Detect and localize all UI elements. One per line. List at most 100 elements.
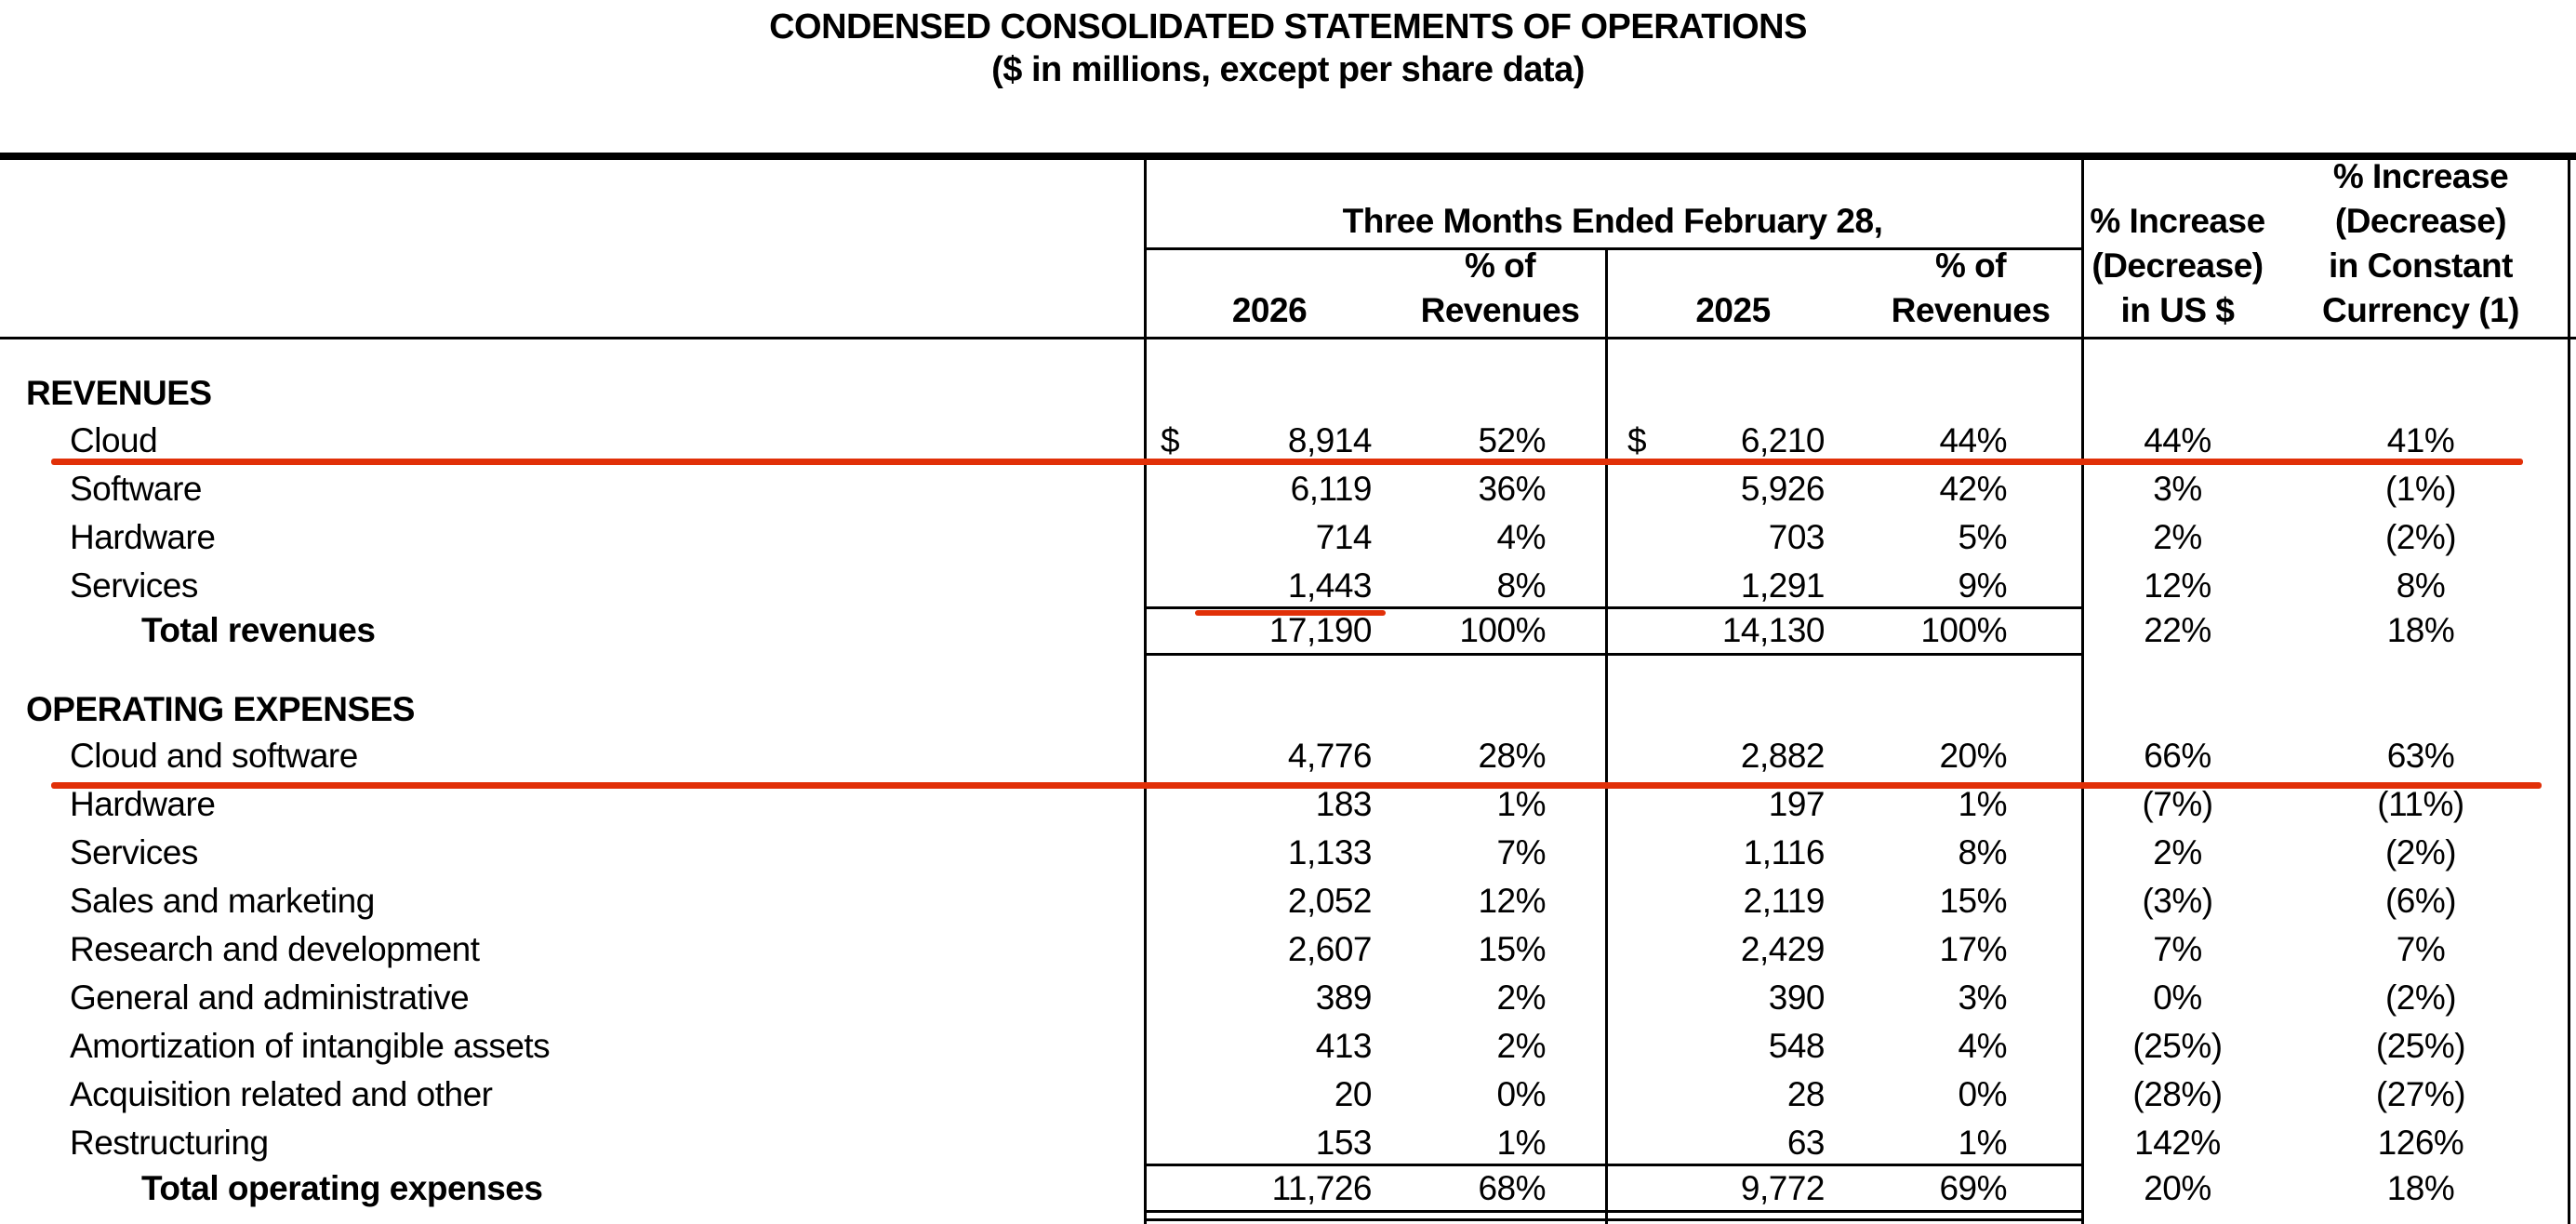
pct-revenues-2025: 4% xyxy=(1958,1027,2008,1065)
pct-increase-cc: (6%) xyxy=(2384,882,2457,920)
table-row-total-revenues: Total revenues 17,190 100% 14,130 100% 2… xyxy=(0,606,2576,655)
pct-increase-usd: (25%) xyxy=(2132,1027,2223,1065)
value-2026: 413 xyxy=(1315,1027,1373,1065)
pct-revenues-2026: 52% xyxy=(1478,421,1546,459)
pct-revenues-2025: 0% xyxy=(1958,1075,2008,1113)
pct-revenues-2025: 69% xyxy=(1939,1169,2007,1207)
table-right-border xyxy=(2568,153,2570,1224)
table-row-hardware-expense: Hardware 183 1% 197 1% (7%) (11%) xyxy=(0,780,2576,829)
value-2025: 2,429 xyxy=(1740,930,1826,968)
row-label: Hardware xyxy=(70,518,216,556)
value-2026: 17,190 xyxy=(1268,611,1373,649)
value-2026: 2,052 xyxy=(1287,882,1373,920)
value-2026: 20 xyxy=(1334,1075,1373,1113)
value-2026: 11,726 xyxy=(1271,1169,1373,1207)
table-row-total-operating-expenses: Total operating expenses 11,726 68% 9,77… xyxy=(0,1164,2576,1213)
year-prior-label: 2025 xyxy=(1695,291,1771,329)
table-row-software: Software 6,119 36% 5,926 42% 3% (1%) xyxy=(0,465,2576,513)
column-header-pct-increase-constant-currency: % Increase (Decrease) in Constant Curren… xyxy=(2274,157,2568,337)
pct-revenues-line1: % of xyxy=(1464,246,1536,285)
pct-revenues-2025: 100% xyxy=(1920,611,2007,649)
pct-increase-cc: (2%) xyxy=(2384,833,2457,871)
pct-revenues-line1: % of xyxy=(1934,246,2007,285)
pct-revenues-2026: 36% xyxy=(1478,470,1546,508)
pct-revenues-2026: 100% xyxy=(1459,611,1546,649)
section-label: REVENUES xyxy=(26,374,212,412)
period-header-underline xyxy=(1144,247,2083,250)
row-label: General and administrative xyxy=(70,978,470,1017)
value-2026: 1,443 xyxy=(1287,566,1373,605)
pct-increase-cc: (27%) xyxy=(2375,1075,2466,1113)
table-row-hardware: Hardware 714 4% 703 5% 2% (2%) xyxy=(0,513,2576,562)
pct-revenues-2025: 17% xyxy=(1939,930,2007,968)
value-2026: 4,776 xyxy=(1287,737,1373,775)
next-section-top-rule xyxy=(1144,1218,2083,1221)
pct-increase-usd: 0% xyxy=(2153,978,2202,1017)
currency-symbol-2026: $ xyxy=(1161,421,1180,459)
total-revenues-bottom-rule xyxy=(1144,653,2083,656)
column-header-pct-revenues-2025: % of Revenues xyxy=(1860,246,2081,337)
pct-increase-usd-line3: in US $ xyxy=(2120,291,2235,329)
pct-increase-cc: 41% xyxy=(2386,421,2455,459)
pct-increase-cc-line4: Currency (1) xyxy=(2322,291,2519,329)
pct-increase-cc: (25%) xyxy=(2375,1027,2466,1065)
table-row-services-expense: Services 1,133 7% 1,116 8% 2% (2%) xyxy=(0,829,2576,877)
pct-revenues-2026: 2% xyxy=(1496,978,1547,1017)
pct-increase-cc: 7% xyxy=(2396,930,2446,968)
table-row-sales-and-marketing: Sales and marketing 2,052 12% 2,119 15% … xyxy=(0,877,2576,925)
value-2025: 1,116 xyxy=(1743,833,1826,871)
pct-increase-usd: 2% xyxy=(2153,518,2202,556)
value-2025: 2,119 xyxy=(1743,882,1826,920)
value-2025: 1,291 xyxy=(1740,566,1826,605)
table-row-research-and-development: Research and development 2,607 15% 2,429… xyxy=(0,925,2576,974)
pct-increase-usd: 142% xyxy=(2134,1124,2221,1162)
pct-increase-usd: (3%) xyxy=(2142,882,2213,920)
table-row-restructuring: Restructuring 153 1% 63 1% 142% 126% xyxy=(0,1119,2576,1167)
pct-increase-cc-line3: in Constant xyxy=(2329,246,2513,285)
value-2026: 153 xyxy=(1315,1124,1373,1162)
row-label: Sales and marketing xyxy=(70,882,375,920)
pct-revenues-2026: 2% xyxy=(1496,1027,1547,1065)
pct-revenues-2025: 3% xyxy=(1958,978,2008,1017)
table-row-general-and-administrative: General and administrative 389 2% 390 3%… xyxy=(0,974,2576,1022)
pct-revenues-2026: 1% xyxy=(1496,1124,1547,1162)
pct-revenues-2026: 12% xyxy=(1478,882,1546,920)
total-opex-bottom-rule xyxy=(1144,1210,2083,1213)
pct-revenues-2025: 8% xyxy=(1958,833,2008,871)
pct-increase-usd: (28%) xyxy=(2132,1075,2223,1113)
cloud-row-underline-annotation xyxy=(51,459,2523,465)
value-2025: 548 xyxy=(1768,1027,1826,1065)
total-label: Total revenues xyxy=(141,611,376,649)
table-top-border xyxy=(0,153,2576,160)
pct-revenues-2026: 28% xyxy=(1478,737,1546,775)
year-current-label: 2026 xyxy=(1231,291,1308,329)
value-2026: 8,914 xyxy=(1287,421,1373,459)
value-2025: 63 xyxy=(1786,1124,1826,1162)
pct-increase-usd: 2% xyxy=(2153,833,2202,871)
row-label: Services xyxy=(70,833,198,871)
pct-revenues-2026: 7% xyxy=(1496,833,1547,871)
period-group-header: Three Months Ended February 28, xyxy=(1144,160,2081,247)
section-label: OPERATING EXPENSES xyxy=(26,690,415,728)
pct-revenues-2026: 1% xyxy=(1496,785,1547,823)
cloud-and-software-row-underline-annotation xyxy=(51,782,2542,789)
pct-revenues-2026: 8% xyxy=(1496,566,1547,605)
pct-increase-cc: 126% xyxy=(2377,1124,2464,1162)
pct-increase-cc-line2: (Decrease) xyxy=(2334,202,2507,240)
column-header-2026: 2026 xyxy=(1144,247,1395,337)
pct-increase-usd: 66% xyxy=(2144,737,2211,775)
pct-revenues-line2: Revenues xyxy=(1420,291,1580,329)
services-value-underline-annotation xyxy=(1195,610,1386,616)
section-row-operating-expenses: OPERATING EXPENSES xyxy=(0,685,2576,734)
table-row-amortization: Amortization of intangible assets 413 2%… xyxy=(0,1022,2576,1071)
pct-increase-column-divider xyxy=(2081,153,2084,1224)
pct-revenues-2026: 4% xyxy=(1496,518,1547,556)
row-label: Cloud xyxy=(70,421,158,459)
pct-revenues-2025: 42% xyxy=(1939,470,2007,508)
row-label: Hardware xyxy=(70,785,216,823)
value-2025: 14,130 xyxy=(1721,611,1826,649)
period-header-text: Three Months Ended February 28, xyxy=(1342,202,1883,240)
value-2026: 2,607 xyxy=(1287,930,1373,968)
pct-increase-cc: (2%) xyxy=(2384,518,2457,556)
